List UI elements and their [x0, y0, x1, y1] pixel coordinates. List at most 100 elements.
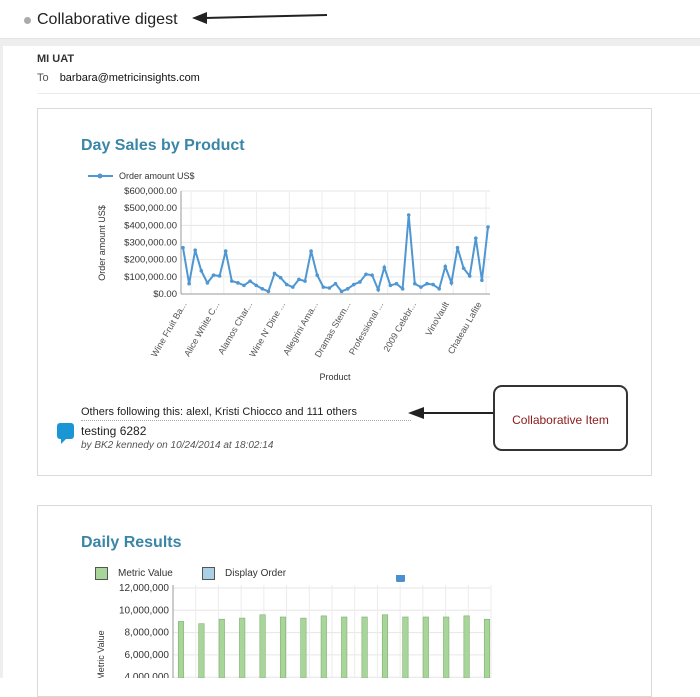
bar-metric-value: [218, 618, 225, 678]
data-point: [455, 245, 460, 250]
y-tick-label: 12,000,000: [119, 583, 169, 594]
data-point: [321, 285, 326, 289]
bar-metric-value: [320, 615, 327, 678]
bar-metric-value: [198, 623, 205, 678]
x-tick-label: Wine Fruit Ba...: [149, 300, 189, 359]
bar-metric-value: [443, 616, 450, 678]
data-point: [449, 281, 454, 285]
bar-metric-value: [279, 616, 287, 678]
data-point: [266, 289, 271, 294]
chart-title-day-sales[interactable]: Day Sales by Product: [81, 137, 245, 154]
data-point: [388, 283, 393, 288]
data-point: [333, 281, 338, 286]
email-recipient-line: To barbara@metricinsights.com: [37, 72, 200, 84]
y-tick-label: $300,000.00: [124, 238, 177, 249]
y-tick-label: $500,000.00: [124, 203, 177, 214]
data-point: [278, 275, 283, 280]
y-axis-label: Metric Value: [96, 630, 106, 678]
data-point: [480, 278, 484, 283]
legend-label-display-order: Display Order: [225, 568, 287, 580]
data-point: [352, 282, 356, 287]
data-point: [291, 285, 295, 289]
followers-text: Others following this: alexl, Kristi Chi…: [81, 406, 357, 418]
data-point: [419, 285, 423, 289]
comment-text: testing 6282: [81, 424, 147, 438]
data-point: [236, 281, 240, 285]
bar-metric-value: [300, 617, 307, 678]
data-point: [486, 225, 490, 229]
x-tick-label: Wine N' Dine ...: [247, 300, 287, 359]
data-point: [358, 280, 362, 284]
bar-metric-value: [381, 614, 389, 678]
y-tick-label: $0.00: [153, 289, 177, 300]
callout-label: Collaborative Item: [512, 413, 609, 427]
data-point: [431, 282, 435, 287]
bar-metric-value: [177, 621, 185, 678]
data-point: [309, 249, 313, 253]
data-point: [297, 277, 301, 282]
data-point: [370, 273, 374, 277]
data-point: [339, 289, 344, 294]
data-point: [315, 273, 320, 277]
dotted-separator: [81, 420, 411, 421]
data-point: [248, 279, 252, 283]
x-tick-label: Alamos Char...: [216, 300, 254, 356]
series-line-order-amount: [182, 214, 489, 293]
data-point: [260, 287, 265, 291]
x-tick-label: Allegrini Ama...: [281, 300, 320, 357]
data-point: [272, 271, 277, 276]
bar-metric-value: [422, 616, 429, 678]
to-label: To: [37, 72, 49, 84]
daily-results-bar-chart: 4,000,000 6,000,000 8,000,000 10,000,000 12,…: [96, 575, 492, 678]
legend-marker-order-amount: [97, 173, 103, 179]
annotation-arrow-collab: [408, 407, 493, 419]
y-tick-label: 8,000,000: [125, 628, 170, 639]
divider: [37, 93, 700, 94]
comment-meta: by BK2 kennedy on 10/24/2014 at 18:02:14: [81, 440, 274, 451]
left-gutter: [0, 46, 3, 678]
legend-label-order-amount: Order amount US$: [119, 171, 195, 181]
data-point: [217, 274, 222, 278]
data-point: [199, 269, 204, 273]
legend-item-display-order: Display Order: [202, 567, 286, 580]
x-tick-label: VinoVault: [423, 300, 451, 338]
data-point: [474, 236, 478, 241]
data-point: [443, 264, 448, 269]
y-axis-label: Order amount US$: [97, 205, 107, 281]
y-tick-label: 10,000,000: [119, 605, 169, 616]
bar-metric-value: [483, 618, 491, 678]
annotation-arrow-title: [192, 12, 328, 24]
y-tick-label: 4,000,000: [125, 672, 170, 678]
data-point: [413, 281, 417, 286]
y-tick-label: 6,000,000: [125, 650, 170, 661]
day-sales-line-chart: Order amount US$ $0.00 $100,000.00 $200,000…: [88, 171, 490, 382]
bar-metric-value: [402, 616, 409, 678]
data-point: [187, 281, 191, 286]
chart-title-daily-results[interactable]: Daily Results: [81, 534, 182, 551]
data-point: [461, 266, 466, 271]
annotation-marker-icon: [396, 575, 405, 582]
data-point: [406, 213, 411, 217]
bar-metric-value: [259, 614, 266, 678]
x-tick-label: Alice White C...: [182, 300, 221, 358]
data-point: [376, 287, 381, 292]
comment-icon[interactable]: [57, 423, 74, 444]
data-point: [303, 279, 307, 283]
x-axis-label: Product: [319, 372, 351, 382]
data-point: [211, 273, 216, 277]
data-point: [242, 283, 246, 288]
bar-metric-value: [239, 617, 246, 678]
x-tick-label: Professional ...: [347, 300, 385, 357]
x-tick-label: 2009 Celebr...: [381, 300, 418, 354]
bar-metric-value: [463, 615, 470, 678]
data-point: [193, 248, 197, 253]
recipient-email-link[interactable]: barbara@metricinsights.com: [59, 72, 200, 84]
y-tick-label: $400,000.00: [124, 220, 177, 231]
data-point: [230, 279, 234, 283]
data-point: [425, 281, 429, 286]
y-tick-label: $100,000.00: [124, 272, 177, 283]
legend-swatch-display-order: [202, 567, 215, 580]
data-point: [382, 265, 387, 270]
data-point: [181, 245, 185, 250]
data-point: [400, 287, 405, 291]
